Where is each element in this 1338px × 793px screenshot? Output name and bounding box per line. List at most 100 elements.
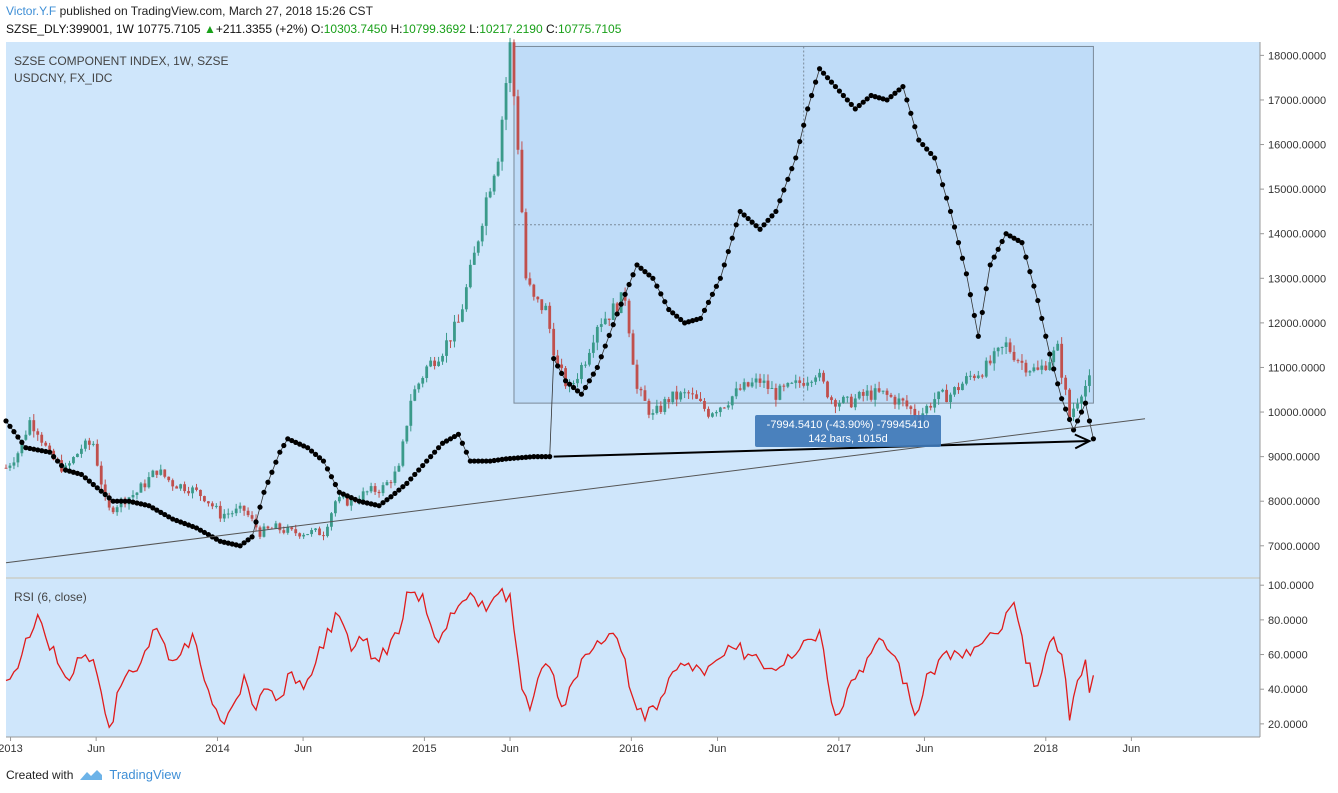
trendlines-layer[interactable] [5,418,1146,564]
overlay-point [86,478,92,484]
open-value: 10303.7450 [323,22,388,36]
candle-body [957,387,960,391]
candle-body [83,440,87,449]
candle-body [1060,343,1064,378]
overlay-point [682,320,688,326]
candle-body [564,368,567,387]
overlay-point [515,455,521,461]
overlay-point [126,498,132,504]
overlay-point [471,458,477,464]
support-trendline [5,418,1146,564]
rsi-price-axis[interactable]: 20.0000 40.0000 60.0000 80.0000 100.0000 [1260,580,1314,731]
overlay-point [717,275,723,281]
price-tick-label: 18000.0000 [1268,50,1326,62]
candle-body [826,381,829,398]
overlay-point [114,498,120,504]
candle-body [889,394,893,397]
candle-body [306,534,310,536]
overlay-point [273,459,279,465]
overlay-point [967,292,973,298]
overlay-point [971,312,977,319]
rsi-layer [5,587,1095,729]
author-link[interactable]: Victor.Y.F [6,4,57,18]
overlay-series [3,66,1097,549]
candle-body [782,385,786,387]
candle-body [1004,342,1008,347]
time-axis[interactable]: 2013 Jun 2014 Jun 2015 Jun 2016 Jun 2017 Jun 2018 J… [0,737,1140,755]
overlay-point [447,436,454,442]
candle-body [691,393,694,395]
candle-body [95,443,99,466]
candle-body [794,380,798,383]
candle-body [91,443,95,445]
main-legend[interactable]: SZSE COMPONENT INDEX, 1W, SZSE [14,54,228,68]
candle-body [560,364,564,369]
overlay-point [1082,400,1089,406]
candle-body [234,508,238,514]
candle-body [1012,351,1016,361]
candle-body [897,398,901,405]
overlay-point [102,491,108,498]
overlay-point [308,448,315,454]
rsi-tick-label: 80.0000 [1268,615,1308,627]
candle-body [548,305,552,329]
overlay-point [217,538,223,544]
overlay-point [951,224,958,230]
overlay-point [253,519,259,525]
candle-body [762,380,766,383]
candle-body [341,496,345,498]
measure-box[interactable] [513,45,1094,404]
overlay-point [269,469,275,475]
candle-body [449,340,452,342]
candle-body [639,388,643,391]
overlay-point [590,371,596,377]
candle-body [210,503,214,507]
time-tick-label: 2014 [205,743,229,755]
overlay-point [1019,240,1025,246]
time-tick-label: 2018 [1034,743,1058,755]
candle-body [488,191,492,198]
candle-body [750,382,754,387]
overlay-point [507,455,513,462]
overlay-point [916,137,922,143]
candle-body [683,392,687,394]
overlay-point [459,440,465,446]
overlay-point [511,455,517,461]
overlay-point [789,166,795,172]
candle-body [980,375,984,377]
overlay-legend[interactable]: USDCNY, FX_IDC [14,71,113,85]
candle-body [738,388,742,390]
candle-body [203,496,206,502]
candle-body [532,284,536,297]
candle-body [607,318,611,320]
candle-body [361,491,365,501]
main-price-axis[interactable]: 7000.0000 8000.0000 9000.0000 10000.0000 110… [1260,50,1326,553]
candle-body [135,492,139,495]
rsi-legend[interactable]: RSI (6, close) [14,590,87,604]
overlay-point [364,500,370,506]
price-tick-label: 10000.0000 [1268,407,1326,419]
overlay-point [297,441,303,447]
overlay-point [35,447,41,453]
candle-body [707,408,710,417]
overlay-point [626,281,632,288]
candle-body [996,347,1000,352]
overlay-point [1078,409,1085,415]
overlay-point [773,208,779,215]
candle-body [365,491,369,493]
open-label: O: [311,22,324,36]
overlay-point [3,418,9,424]
overlay-point [836,88,843,94]
overlay-point [1063,406,1069,412]
time-tick-label: 2016 [619,743,643,755]
overlay-point [82,475,88,481]
candle-body [766,380,770,389]
candle-body [774,387,778,400]
candle-body [806,382,810,386]
overlay-point [483,458,489,464]
candle-body [591,342,595,353]
high-value: 10799.3692 [402,22,466,36]
candle-body [496,161,500,176]
tradingview-brand[interactable]: TradingView [109,767,181,782]
